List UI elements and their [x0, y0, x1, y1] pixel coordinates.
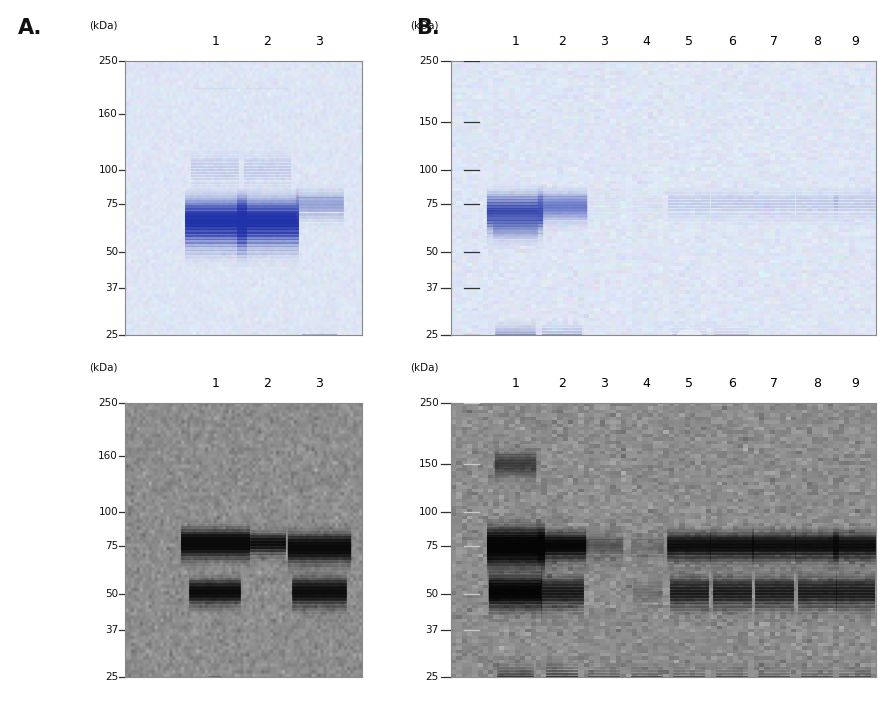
Text: 100: 100	[98, 165, 118, 175]
Text: 50: 50	[105, 590, 118, 600]
Text: 1: 1	[511, 377, 519, 390]
Text: 25: 25	[105, 330, 118, 340]
Text: 25: 25	[105, 672, 118, 682]
Text: 3: 3	[601, 377, 608, 390]
Text: 25: 25	[426, 330, 439, 340]
Text: 7: 7	[771, 377, 778, 390]
Text: 75: 75	[426, 199, 439, 210]
Text: 6: 6	[728, 377, 736, 390]
Text: (kDa): (kDa)	[89, 21, 118, 31]
Text: (kDa): (kDa)	[410, 363, 439, 373]
Text: 100: 100	[419, 507, 439, 517]
Text: 4: 4	[643, 35, 651, 48]
Text: 1: 1	[511, 35, 519, 48]
Text: 3: 3	[601, 35, 608, 48]
Text: 3: 3	[316, 35, 324, 48]
Text: 150: 150	[419, 459, 439, 469]
Text: 100: 100	[98, 507, 118, 517]
Text: 50: 50	[105, 248, 118, 258]
Text: 250: 250	[419, 56, 439, 66]
Text: A.: A.	[18, 18, 42, 38]
Text: (kDa): (kDa)	[410, 21, 439, 31]
Text: 37: 37	[426, 625, 439, 635]
Text: 250: 250	[419, 398, 439, 408]
Text: 150: 150	[419, 117, 439, 127]
Text: 75: 75	[105, 541, 118, 552]
Text: 3: 3	[316, 377, 324, 390]
Text: 160: 160	[98, 451, 118, 462]
Text: 8: 8	[813, 377, 821, 390]
Text: B.: B.	[416, 18, 440, 38]
Text: 37: 37	[105, 283, 118, 293]
Text: 100: 100	[419, 165, 439, 175]
Text: 6: 6	[728, 35, 736, 48]
Text: 2: 2	[558, 377, 566, 390]
Text: 2: 2	[264, 377, 271, 390]
Text: 50: 50	[426, 590, 439, 600]
Text: 9: 9	[851, 35, 859, 48]
Ellipse shape	[678, 330, 701, 340]
Text: 250: 250	[98, 398, 118, 408]
Text: 9: 9	[851, 377, 859, 390]
Text: 2: 2	[558, 35, 566, 48]
Text: 25: 25	[426, 672, 439, 682]
Text: 1: 1	[211, 35, 219, 48]
Text: 37: 37	[426, 283, 439, 293]
Text: 50: 50	[426, 248, 439, 258]
Text: 5: 5	[686, 377, 693, 390]
Text: 1: 1	[211, 377, 219, 390]
Text: 75: 75	[426, 541, 439, 552]
Text: 7: 7	[771, 35, 778, 48]
Text: 75: 75	[105, 199, 118, 210]
Text: 250: 250	[98, 56, 118, 66]
Text: 37: 37	[105, 625, 118, 635]
Text: (kDa): (kDa)	[89, 363, 118, 373]
Text: 5: 5	[686, 35, 693, 48]
Text: 8: 8	[813, 35, 821, 48]
Text: 160: 160	[98, 109, 118, 120]
Text: 4: 4	[643, 377, 651, 390]
Text: 2: 2	[264, 35, 271, 48]
